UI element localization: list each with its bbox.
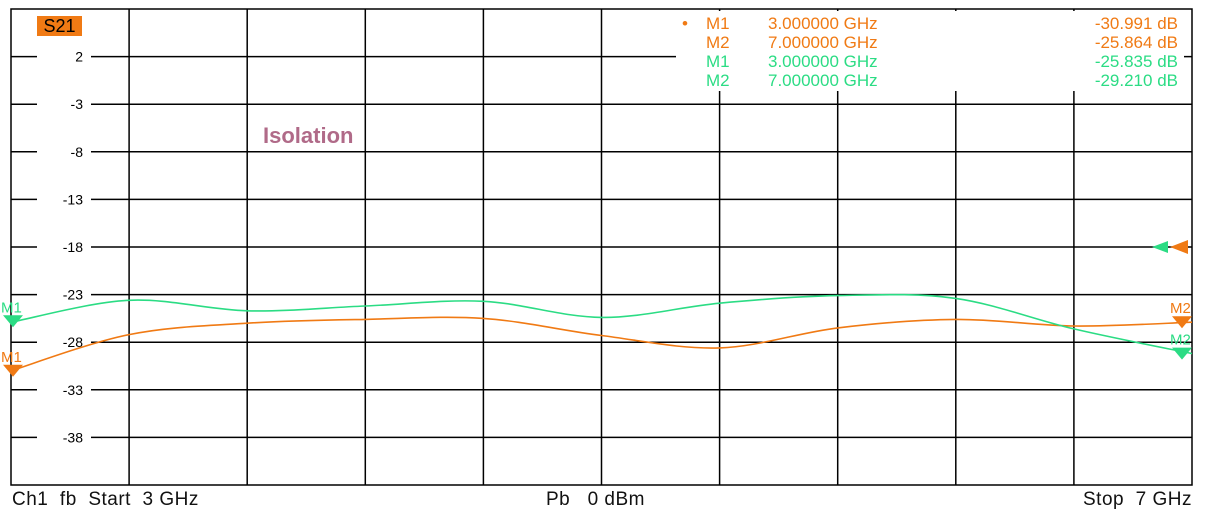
- marker-table-frequency: 7.000000 GHz: [768, 71, 878, 90]
- traces: [10, 293, 1193, 372]
- trace1-line: [10, 316, 1193, 372]
- marker-table-name: M1: [706, 14, 730, 33]
- y-tick-label: -13: [63, 191, 83, 207]
- y-tick-labels: 2 -3 -8 -13 -18 -23 -28 -33 -38: [37, 46, 91, 448]
- y-tick-label: -33: [63, 382, 83, 398]
- footer-stop: Stop 7 GHz: [1083, 489, 1192, 510]
- trace-label: S21: [43, 16, 75, 36]
- marker-table-value: -25.835 dB: [1095, 52, 1178, 71]
- y-tick-label-bg: [37, 94, 91, 115]
- marker-m2-label: M2: [1170, 332, 1191, 349]
- y-tick-label-bg: [37, 332, 91, 353]
- y-tick-label: 2: [75, 49, 83, 65]
- marker-table-frequency: 3.000000 GHz: [768, 52, 878, 71]
- marker-m1-label: M1: [1, 299, 22, 316]
- marker-table-value: -30.991 dB: [1095, 14, 1178, 33]
- y-tick-label: -18: [63, 239, 83, 255]
- footer-channel-start: Ch1 fb Start 3 GHz: [12, 489, 199, 510]
- marker-table-name: M2: [706, 33, 730, 52]
- y-tick-label-bg: [37, 189, 91, 210]
- marker-m2-symbol: [1172, 347, 1192, 360]
- y-tick-label: -8: [71, 144, 84, 160]
- y-tick-label: -23: [63, 287, 83, 303]
- trace-label-background: [37, 16, 82, 36]
- marker-m2-symbol: [1172, 316, 1192, 329]
- isolation-annotation: Isolation: [263, 123, 353, 148]
- marker-table-frequency: 3.000000 GHz: [768, 14, 878, 33]
- y-tick-label-bg: [37, 46, 91, 67]
- marker-table-name: M1: [706, 52, 730, 71]
- y-tick-label: -38: [63, 429, 83, 445]
- reference-level-indicator: [1152, 240, 1188, 254]
- marker-table-value: -29.210 dB: [1095, 71, 1178, 90]
- y-tick-label-bg: [37, 379, 91, 400]
- marker-table-value: -25.864 dB: [1095, 33, 1178, 52]
- marker-symbols: M1 M2 M1 M2: [1, 299, 1192, 377]
- trace-label-badge[interactable]: S21: [37, 16, 82, 36]
- marker-table-frequency: 7.000000 GHz: [768, 33, 878, 52]
- y-tick-label-bg: [37, 284, 91, 305]
- marker-m1-label: M1: [1, 349, 22, 366]
- y-tick-label-bg: [37, 427, 91, 448]
- marker-m1-symbol: [3, 315, 23, 328]
- y-tick-label-bg: [37, 141, 91, 162]
- footer-power: Pb 0 dBm: [546, 489, 645, 510]
- marker-m2-label: M2: [1170, 300, 1191, 317]
- y-tick-label: -3: [71, 96, 84, 112]
- y-tick-label: -28: [63, 334, 83, 350]
- y-tick-label-bg: [37, 237, 91, 257]
- marker-table-name: M2: [706, 71, 730, 90]
- marker-table-bg: [676, 11, 1184, 91]
- trace2-line: [10, 293, 1193, 355]
- reference-arrow-trace1: [1170, 240, 1188, 254]
- marker-readout-table: • M1 3.000000 GHz -30.991 dB M2 7.000000 GHz -…: [676, 11, 1184, 91]
- active-marker-dot: •: [682, 14, 688, 33]
- reference-arrow-trace2: [1152, 241, 1168, 253]
- marker-m1-symbol: [3, 364, 23, 377]
